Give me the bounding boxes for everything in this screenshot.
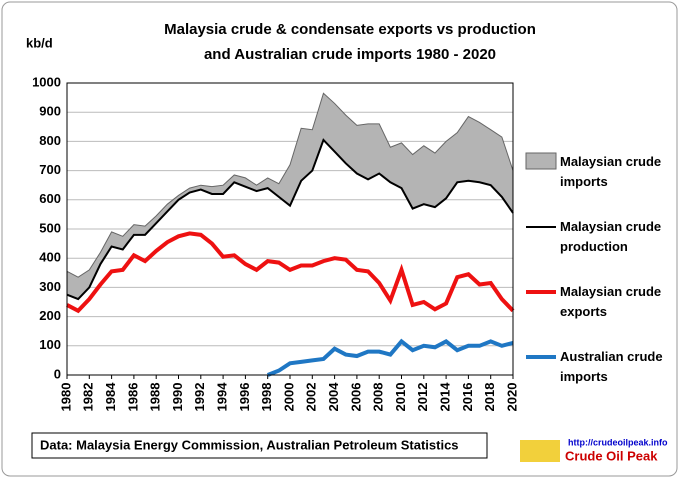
x-tick-label: 1982: [81, 383, 96, 412]
logo-name: Crude Oil Peak: [565, 448, 658, 463]
y-tick-label: 300: [39, 279, 61, 294]
x-tick-label: 2020: [504, 383, 519, 412]
y-tick-label: 800: [39, 133, 61, 148]
legend-label: Malaysian crude imports: [560, 154, 662, 189]
x-tick-label: 2004: [326, 382, 341, 412]
line: [66, 231, 515, 314]
x-tick-label: 2000: [281, 383, 296, 412]
x-tick-label: 1990: [170, 383, 185, 412]
x-tick-label: 2012: [415, 383, 430, 412]
x-tick-label: 1998: [259, 383, 274, 412]
x-tick-label: 1986: [125, 383, 140, 412]
x-tick-label: 2002: [304, 383, 319, 412]
legend-label: Malaysian crude production: [560, 219, 662, 254]
x-tick-label: 1992: [192, 383, 207, 412]
y-tick-label: 0: [54, 366, 61, 381]
plot-border: [66, 82, 514, 376]
x-tick-label: 2010: [393, 383, 408, 412]
x-tick-label: 2018: [482, 383, 497, 412]
line: [66, 138, 514, 301]
chart-title: and Australian crude imports 1980 - 2020: [204, 46, 496, 63]
source-box: [31, 432, 488, 459]
x-tick-label: 1996: [237, 383, 252, 412]
legend-swatch: [525, 152, 557, 170]
y-tick-label: 900: [39, 104, 61, 119]
x-tick-label: 1988: [148, 383, 163, 412]
x-tick-label: 2008: [371, 383, 386, 412]
x-tick-label: 1994: [215, 382, 230, 412]
logo-icon: [520, 440, 560, 462]
source: Data: Malaysia Energy Commission, Austra…: [40, 437, 459, 452]
legend-label: Malaysian crude exports: [560, 284, 662, 319]
x-tick-label: 1984: [103, 382, 118, 412]
y-tick-label: 600: [39, 191, 61, 206]
y-tick-label: 200: [39, 308, 61, 323]
y-tick-label: 400: [39, 250, 61, 265]
y-tick-label: 100: [39, 337, 61, 352]
x-tick-label: 2016: [460, 383, 475, 412]
line: [266, 338, 514, 377]
y-tick-label: 700: [39, 162, 61, 177]
chart-title: Malaysia crude & condensate exports vs p…: [164, 21, 536, 38]
y-tick-label: 500: [39, 220, 61, 235]
y-axis-label: kb/d: [26, 35, 53, 50]
x-tick-label: 1980: [58, 383, 73, 412]
logo-url: http://crudeoilpeak.info: [568, 437, 668, 447]
y-tick-label: 1000: [32, 74, 61, 89]
x-tick-label: 2014: [438, 382, 453, 412]
legend-label: Australian crude imports: [560, 349, 663, 384]
x-tick-label: 2006: [348, 383, 363, 412]
